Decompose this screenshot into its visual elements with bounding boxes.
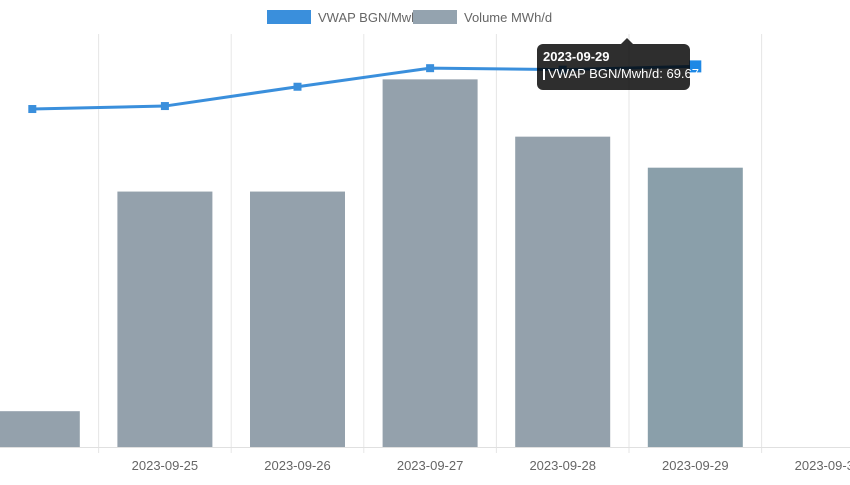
vwap-point [293,82,302,91]
legend-label: Volume MWh/d [464,10,552,25]
vwap-point-active [689,60,702,73]
chart-tooltip: 2023-09-29 VWAP BGN/Mwh/d: 69.67 [537,38,699,90]
x-tick-label: 2023-09-25 [132,458,199,473]
x-tick-label: 2023-09-27 [397,458,464,473]
legend-swatch [267,10,311,24]
tooltip-value-text: VWAP BGN/Mwh/d: 69.67 [548,66,700,81]
tooltip-arrow [621,38,633,44]
legend-label: VWAP BGN/Mwh/d [318,10,429,25]
volume-bar [117,191,213,447]
x-tick-label: 2023-09-30 [795,458,850,473]
x-tick-label: 2023-09-29 [662,458,729,473]
vwap-point [426,64,435,73]
volume-bar [647,167,743,447]
volume-bar [0,411,80,447]
x-tick-label: 2023-09-26 [264,458,331,473]
volume-bar [250,191,345,447]
vwap-point [160,102,169,111]
tooltip-title: 2023-09-29 [543,49,610,64]
vwap-point [28,105,37,114]
tooltip-row: VWAP BGN/Mwh/d: 69.67 [543,65,699,83]
legend-swatch [413,10,457,24]
volume-bar [382,79,478,447]
x-tick-label: 2023-09-28 [529,458,596,473]
tooltip-swatch [543,68,545,80]
volume-bar [515,136,611,447]
